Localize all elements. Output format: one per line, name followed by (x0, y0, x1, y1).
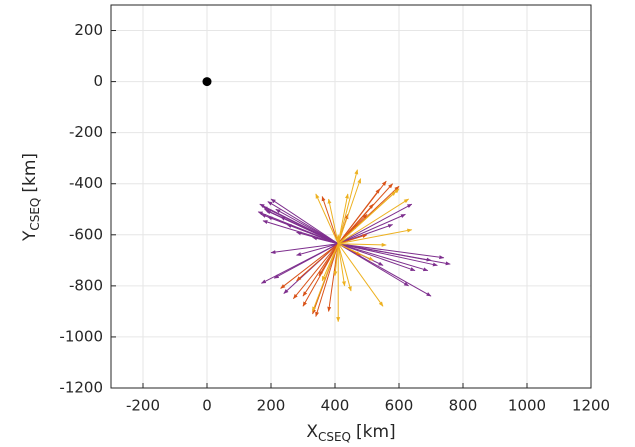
x-tick-label: 0 (202, 397, 212, 415)
arrow (338, 243, 429, 272)
arrow (337, 243, 352, 292)
arrow (337, 191, 397, 245)
arrow (315, 243, 339, 317)
arrow (315, 193, 339, 244)
y-tick-label: -200 (69, 123, 103, 141)
arrow (338, 234, 368, 245)
arrow (262, 220, 339, 245)
y-axis-label: YCSEQ [km] (20, 153, 42, 242)
arrow (321, 196, 339, 244)
arrow (337, 203, 413, 245)
x-tick-label: 800 (449, 397, 478, 415)
arrow (293, 243, 339, 300)
plot-area (111, 5, 591, 388)
arrow (333, 243, 339, 277)
y-tick-label: 0 (93, 72, 103, 90)
arrow (275, 208, 339, 245)
y-label-main: Y (20, 230, 40, 242)
arrow (280, 216, 339, 245)
x-axis-label: XCSEQ [km] (306, 422, 395, 444)
y-label-unit: [km] (20, 153, 40, 193)
arrow (280, 243, 339, 289)
arrow (338, 228, 413, 245)
arrow (338, 243, 438, 267)
x-label-unit: [km] (356, 422, 396, 442)
arrow (270, 198, 339, 245)
x-tick-label: 1000 (508, 397, 546, 415)
arrow (337, 243, 384, 307)
x-tick-label: 600 (385, 397, 414, 415)
y-tick-label: -1200 (59, 379, 103, 397)
arrow (257, 211, 339, 245)
y-tick-label: -1000 (59, 327, 103, 345)
arrow (296, 243, 339, 256)
arrow (337, 243, 410, 287)
y-tick-label: -400 (69, 174, 103, 192)
x-label-sub: CSEQ (318, 430, 351, 444)
x-label-main: X (306, 422, 318, 442)
arrow (273, 243, 339, 279)
arrow (337, 243, 346, 287)
arrow (270, 243, 339, 255)
arrow (338, 243, 416, 272)
y-label-sub: CSEQ (28, 198, 42, 231)
x-tick-label: 400 (321, 397, 350, 415)
arrow (302, 243, 339, 297)
y-tick-label: 200 (74, 21, 103, 39)
x-tick-label: -200 (126, 397, 160, 415)
x-tick-label: 200 (257, 397, 286, 415)
y-tick-label: -600 (69, 225, 103, 243)
arrow (337, 213, 406, 245)
arrow (338, 243, 445, 260)
arrow (337, 188, 381, 245)
arrow (321, 243, 339, 282)
arrow (338, 243, 432, 262)
x-tick-label: 1200 (572, 397, 610, 415)
arrow (296, 243, 339, 282)
arrow (337, 169, 359, 244)
arrow (338, 242, 387, 247)
axes-box (110, 4, 592, 389)
arrow (337, 198, 410, 245)
y-tick-label: -800 (69, 276, 103, 294)
arrow (337, 178, 362, 244)
point (202, 77, 212, 87)
arrow (337, 243, 374, 261)
